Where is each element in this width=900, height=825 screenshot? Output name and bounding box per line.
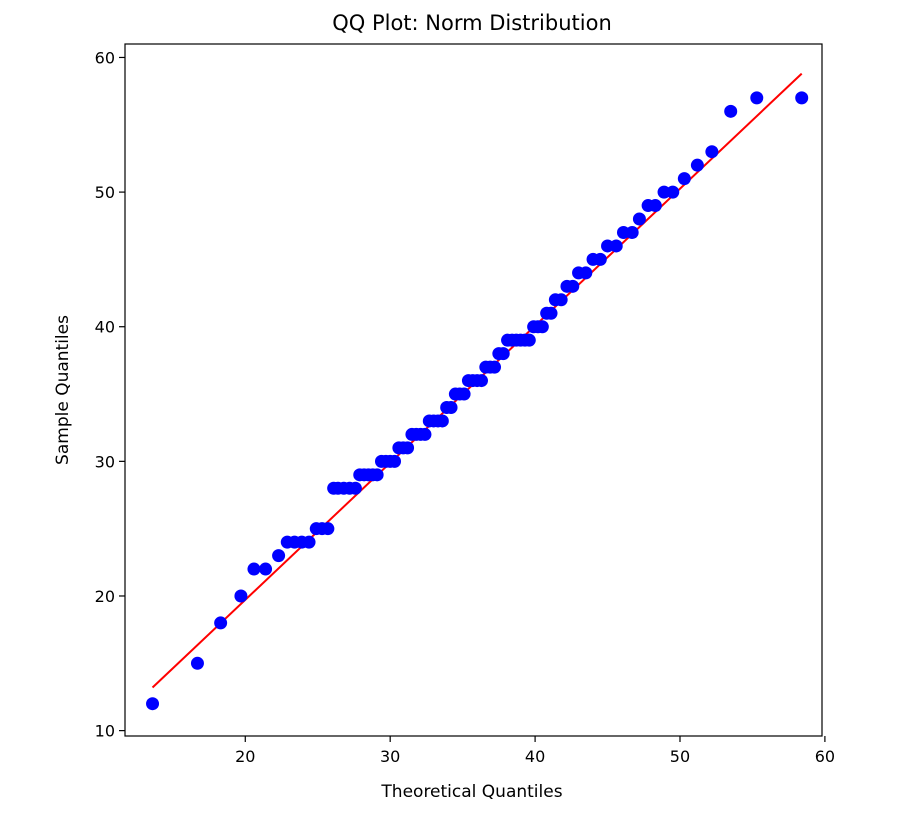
data-point: [457, 387, 471, 401]
data-point: [690, 158, 704, 172]
data-point: [544, 306, 558, 320]
data-point: [146, 697, 160, 711]
points-layer: [146, 91, 809, 711]
data-point: [370, 468, 384, 482]
y-tick-label: 50: [95, 183, 115, 202]
x-tick-label: 50: [670, 747, 690, 766]
data-point: [554, 293, 568, 307]
data-point: [625, 225, 639, 239]
data-point: [474, 374, 488, 388]
data-point: [444, 401, 458, 415]
data-point: [247, 562, 261, 576]
data-point: [705, 145, 719, 159]
data-point: [666, 185, 680, 199]
data-point: [488, 360, 502, 374]
data-point: [302, 535, 316, 549]
data-point: [190, 656, 204, 670]
data-point: [214, 616, 228, 630]
data-point: [648, 199, 662, 213]
y-tick-label: 30: [95, 452, 115, 471]
data-point: [259, 562, 273, 576]
plot-area-frame: [124, 43, 823, 737]
data-point: [321, 522, 335, 536]
x-axis-label: Theoretical Quantiles: [380, 782, 562, 802]
data-point: [579, 266, 593, 280]
data-point: [795, 91, 809, 105]
y-tick-label: 20: [95, 587, 115, 606]
y-tick-label: 10: [95, 722, 115, 741]
x-axis-ticks: 20 30 40 50 60: [235, 736, 835, 766]
data-point: [496, 347, 510, 361]
x-tick-label: 60: [815, 747, 835, 766]
data-point: [418, 427, 432, 441]
x-tick-label: 30: [380, 747, 400, 766]
y-axis-label: Sample Quantiles: [53, 315, 73, 465]
data-point: [401, 441, 415, 455]
data-point: [609, 239, 623, 253]
y-axis-ticks: 10 20 30 40 50 60: [95, 48, 125, 741]
data-point: [750, 91, 764, 105]
data-point: [632, 212, 646, 226]
data-point: [535, 320, 549, 334]
y-tick-label: 60: [95, 48, 115, 67]
data-point: [388, 454, 402, 468]
data-point: [593, 252, 607, 266]
chart-title: QQ Plot: Norm Distribution: [332, 11, 612, 35]
data-point: [234, 589, 248, 603]
data-point: [522, 333, 536, 347]
data-point: [677, 172, 691, 186]
x-tick-label: 20: [235, 747, 255, 766]
x-tick-label: 40: [525, 747, 545, 766]
data-point: [724, 104, 738, 118]
data-point: [566, 279, 580, 293]
data-point: [435, 414, 449, 428]
y-tick-label: 40: [95, 318, 115, 337]
data-point: [348, 481, 362, 495]
data-point: [272, 549, 286, 563]
